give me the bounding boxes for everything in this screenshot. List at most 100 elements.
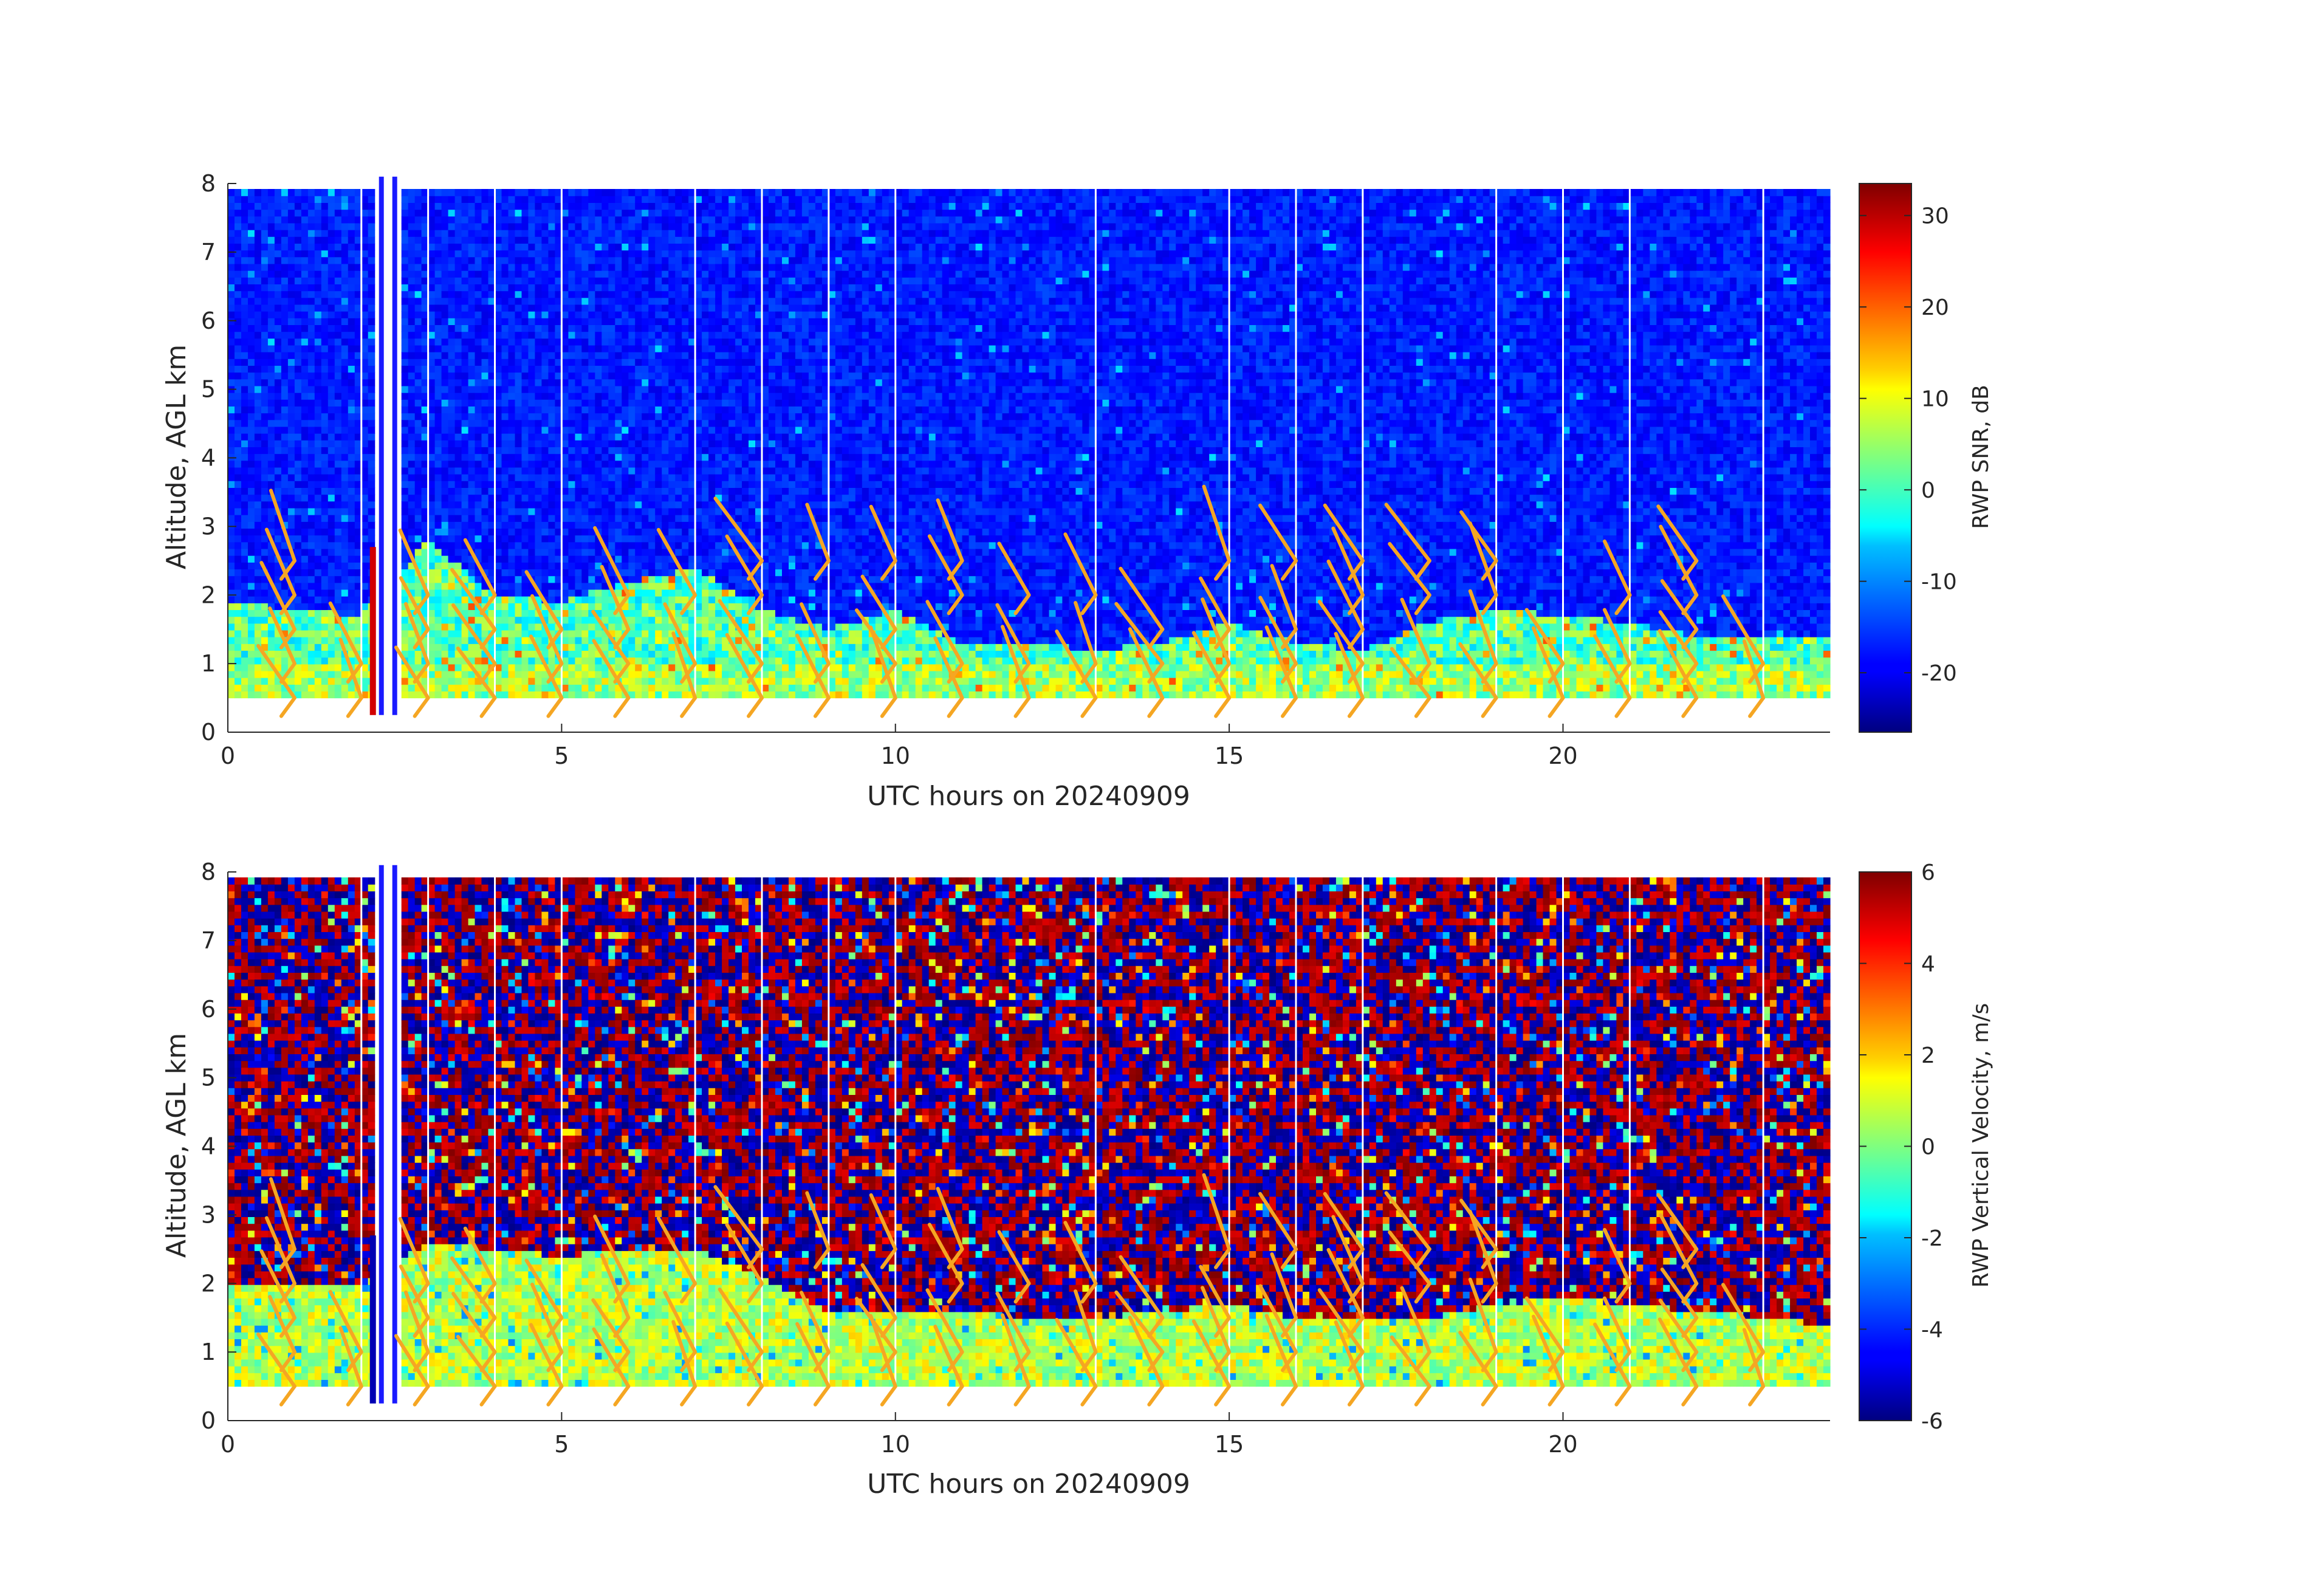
snr-cell: [454, 670, 462, 678]
snr-cell: [267, 569, 275, 577]
snr-cell: [495, 263, 502, 271]
snr-cell: [321, 189, 329, 196]
snr-cell: [401, 256, 409, 264]
snr-cell: [501, 263, 509, 271]
snr-cell: [314, 589, 322, 597]
snr-cell: [448, 637, 456, 644]
snr-cell: [535, 453, 542, 461]
snr-cell: [348, 501, 355, 509]
snr-cell: [568, 236, 575, 244]
snr-cell: [655, 555, 662, 563]
snr-cell: [695, 589, 702, 597]
snr-cell: [421, 447, 429, 454]
snr-cell: [615, 413, 622, 420]
snr-cell: [341, 670, 349, 678]
snr-cell: [314, 385, 322, 393]
snr-cell: [488, 419, 496, 427]
snr-cell: [341, 569, 349, 577]
snr-cell: [488, 616, 496, 624]
snr-cell: [274, 629, 282, 637]
snr-cell: [341, 277, 349, 284]
snr-cell: [475, 277, 482, 284]
snr-cell: [461, 541, 469, 549]
snr-cell: [648, 358, 656, 366]
snr-cell: [628, 426, 636, 434]
snr-cell: [348, 657, 355, 665]
snr-cell: [528, 548, 535, 556]
snr-cell: [495, 515, 502, 522]
snr-cell: [241, 575, 249, 583]
snr-cell: [595, 515, 602, 522]
snr-cell: [501, 209, 509, 217]
snr-cell: [568, 331, 575, 339]
snr-cell: [528, 222, 535, 230]
snr-cell: [421, 393, 429, 400]
snr-cell: [561, 515, 569, 522]
snr-cell: [228, 623, 235, 631]
snr-cell: [241, 453, 249, 461]
snr-cell: [695, 535, 702, 543]
snr-cell: [515, 365, 523, 373]
snr-cell: [488, 575, 496, 583]
snr-cell: [655, 629, 662, 637]
snr-cell: [622, 589, 629, 597]
snr-cell: [588, 603, 595, 610]
snr-cell: [662, 385, 669, 393]
snr-cell: [294, 297, 302, 305]
snr-cell: [622, 528, 629, 536]
snr-cell: [267, 311, 275, 318]
snr-cell: [281, 684, 289, 691]
snr-cell: [314, 664, 322, 671]
snr-cell: [468, 209, 476, 217]
snr-cell: [515, 243, 523, 251]
snr-cell: [235, 236, 242, 244]
snr-cell: [561, 379, 569, 386]
snr-cell: [668, 440, 676, 447]
snr-cell: [508, 569, 516, 577]
snr-cell: [408, 345, 416, 352]
snr-cell: [361, 393, 369, 400]
snr-cell: [294, 609, 302, 617]
snr-cell: [608, 535, 615, 543]
snr-cell: [294, 399, 302, 406]
snr-cell: [408, 406, 416, 414]
snr-cell: [248, 324, 255, 332]
snr-cell: [642, 277, 649, 284]
snr-cell: [421, 311, 429, 318]
snr-cell: [414, 413, 422, 420]
snr-cell: [307, 284, 315, 292]
snr-cell: [682, 481, 689, 488]
snr-cell: [528, 250, 535, 258]
snr-cell: [548, 406, 555, 414]
snr-cell: [294, 270, 302, 278]
snr-cell: [307, 670, 315, 678]
snr-cell: [475, 270, 482, 278]
snr-cell: [254, 623, 262, 631]
snr-cell: [321, 507, 329, 515]
snr-cell: [548, 481, 555, 488]
snr-cell: [307, 453, 315, 461]
snr-cell: [228, 270, 235, 278]
snr-cell: [261, 324, 269, 332]
snr-cell: [521, 460, 529, 468]
snr-cell: [301, 311, 309, 318]
snr-cell: [361, 677, 369, 685]
snr-cell: [568, 379, 575, 386]
snr-cell: [508, 453, 516, 461]
snr-cell: [341, 399, 349, 406]
snr-cell: [501, 426, 509, 434]
snr-cell: [434, 358, 442, 366]
snr-cell: [655, 650, 662, 658]
snr-cell: [508, 481, 516, 488]
snr-cell: [287, 243, 295, 251]
snr-cell: [635, 623, 642, 631]
snr-cell: [461, 216, 469, 224]
snr-cell: [561, 657, 569, 665]
snr-cell: [441, 290, 449, 298]
snr-cell: [622, 284, 629, 292]
snr-cell: [588, 569, 595, 577]
snr-cell: [521, 548, 529, 556]
snr-cell: [488, 297, 496, 305]
snr-cell: [628, 440, 636, 447]
snr-cell: [528, 440, 535, 447]
